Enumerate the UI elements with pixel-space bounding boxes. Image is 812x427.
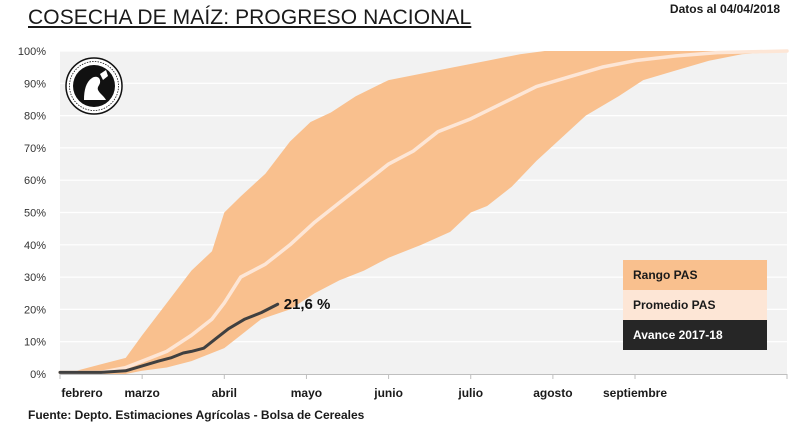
x-tick-label: junio <box>373 386 403 400</box>
y-tick-label: 60% <box>24 175 46 187</box>
y-tick-label: 0% <box>30 369 46 381</box>
x-tick-label: mayo <box>291 386 322 400</box>
y-tick-label: 100% <box>18 46 46 58</box>
x-tick-label: abril <box>212 386 237 400</box>
axes <box>59 374 788 379</box>
x-axis-labels: febrero marzo abril mayo junio julio agosto sep… <box>61 386 667 400</box>
data-label-avance: 21,6 % <box>284 296 331 313</box>
data-date-note: Datos al 04/04/2018 <box>669 2 780 16</box>
x-tick-label: marzo <box>124 386 159 400</box>
chart-legend: Rango PAS Promedio PAS Avance 2017-18 <box>623 260 767 350</box>
y-tick-label: 40% <box>24 240 46 252</box>
x-tick-label: julio <box>457 386 483 400</box>
y-tick-label: 10% <box>24 337 46 349</box>
series-line-avance-2017-18 <box>58 302 280 374</box>
y-tick-label: 30% <box>24 272 46 284</box>
bolsa-de-cereales-seal-icon <box>65 57 123 115</box>
legend-item-rango-pas: Rango PAS <box>623 260 767 290</box>
chart-title: COSECHA DE MAÍZ: PROGRESO NACIONAL <box>28 6 472 29</box>
legend-item-promedio-pas: Promedio PAS <box>623 290 767 320</box>
x-tick-label: septiembre <box>603 386 667 400</box>
y-tick-label: 50% <box>24 208 46 220</box>
y-axis-labels: 0% 10% 20% 30% 40% 50% 60% 70% 80% 90% 100% <box>18 46 46 381</box>
legend-item-avance-2017-18: Avance 2017-18 <box>623 320 767 350</box>
x-tick-label: agosto <box>533 386 572 400</box>
annotations: 21,6 % <box>284 296 331 313</box>
y-tick-label: 20% <box>24 304 46 316</box>
range-band-layer <box>60 51 787 374</box>
source-note: Fuente: Depto. Estimaciones Agrícolas - … <box>28 408 365 422</box>
y-tick-label: 70% <box>24 143 46 155</box>
series-line-promedio-pas <box>58 49 789 375</box>
series-lines-layer <box>58 49 789 375</box>
x-tick-label: febrero <box>61 386 102 400</box>
y-tick-label: 80% <box>24 111 46 123</box>
range-band-rango-pas <box>60 51 787 374</box>
y-tick-label: 90% <box>24 78 46 90</box>
